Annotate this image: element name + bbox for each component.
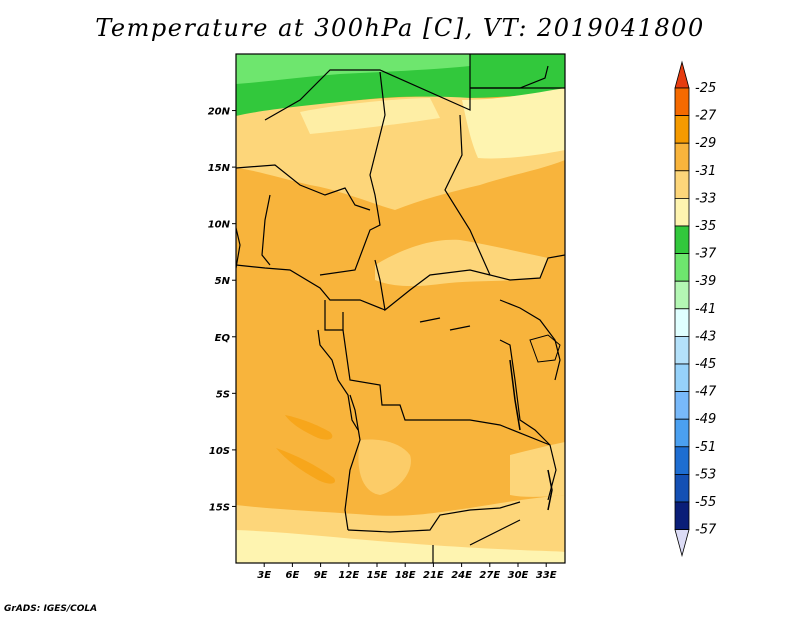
colorbar-max-triangle: [674, 60, 690, 89]
colorbar-label: -41: [695, 302, 716, 317]
colorbar-label: -47: [695, 385, 717, 400]
colorbar-swatch: [674, 308, 690, 337]
lat-tick-label: 5N: [215, 276, 231, 287]
lat-tick-label: EQ: [215, 333, 231, 344]
band-north-35b: [300, 98, 440, 134]
patch-central-33: [375, 239, 548, 287]
colorbar-swatch: [674, 142, 690, 172]
colorbar-label: -43: [695, 329, 716, 344]
colorbar-swatch: [674, 391, 690, 420]
warm-patch-1: [285, 415, 333, 440]
lat-tick-label: 15S: [209, 502, 230, 513]
lat-tick-label: 5S: [216, 389, 230, 400]
credit-label: GrADS: IGES/COLA: [4, 604, 98, 614]
colorbar-label: -57: [695, 523, 717, 538]
colorbar: -25 -27 -29 -31 -33 -35 -37 -39 -41 -43 -45 -47 -49 -…: [674, 60, 717, 558]
temperature-field: [236, 54, 565, 563]
lon-tick-label: 18E: [395, 570, 416, 581]
colorbar-label: -45: [695, 357, 716, 372]
patch-angola-33: [358, 439, 411, 495]
lat-tick-label: 15N: [208, 163, 231, 174]
colorbar-swatch: [674, 253, 690, 282]
colorbar-label: -29: [695, 136, 716, 151]
lon-tick-label: 9E: [314, 570, 328, 581]
lat-tick-label: 10S: [209, 446, 230, 457]
colorbar-label: -55: [695, 495, 716, 510]
lon-tick-label: 24E: [451, 570, 472, 581]
colorbar-label: -33: [695, 191, 716, 206]
lon-tick-label: 3E: [257, 570, 271, 581]
lon-tick-label: 12E: [338, 570, 359, 581]
colorbar-swatch: [674, 225, 690, 255]
colorbar-swatch: [674, 115, 690, 144]
colorbar-label: -31: [695, 164, 716, 179]
colorbar-swatch: [674, 335, 690, 365]
latitude-axis: 20N 15N 10N 5N EQ 5S 10S 15S: [208, 107, 236, 513]
country-borders: [236, 54, 565, 563]
colorbar-min-triangle: [674, 529, 690, 558]
colorbar-swatch: [674, 170, 690, 199]
lon-tick-label: 33E: [536, 570, 557, 581]
colorbar-swatch: [674, 446, 690, 475]
colorbar-swatch: [674, 501, 690, 531]
lon-tick-label: 15E: [367, 570, 388, 581]
lat-tick-label: 20N: [208, 107, 231, 118]
lon-tick-label: 6E: [286, 570, 300, 581]
colorbar-label: -35: [695, 219, 716, 234]
colorbar-swatch: [674, 87, 690, 117]
map-frame: [235, 53, 566, 564]
longitude-axis: 3E 6E 9E 12E 15E 18E 21E 24E 27E 30E 33E: [257, 563, 557, 581]
lon-tick-label: 21E: [423, 570, 444, 581]
colorbar-swatch: [674, 197, 690, 227]
lat-tick-label: 10N: [208, 220, 231, 231]
colorbar-label: -39: [695, 274, 716, 289]
band-north-35: [462, 88, 565, 159]
chart-title: Temperature at 300hPa [C], VT: 201904180…: [95, 14, 705, 42]
band-39: [236, 54, 470, 84]
colorbar-swatch: [674, 280, 690, 310]
colorbar-swatch: [674, 418, 690, 448]
colorbar-label: -37: [695, 247, 717, 262]
colorbar-label: -25: [695, 81, 716, 96]
colorbar-label: -51: [695, 440, 716, 455]
lon-tick-label: 30E: [508, 570, 529, 581]
colorbar-swatch: [674, 473, 690, 503]
colorbar-swatch: [674, 363, 690, 393]
warm-patch-2: [276, 448, 336, 484]
band-south-35: [236, 530, 565, 563]
colorbar-label: -49: [695, 412, 716, 427]
colorbar-label: -53: [695, 467, 716, 482]
lon-tick-label: 27E: [479, 570, 500, 581]
colorbar-label: -27: [695, 109, 717, 124]
